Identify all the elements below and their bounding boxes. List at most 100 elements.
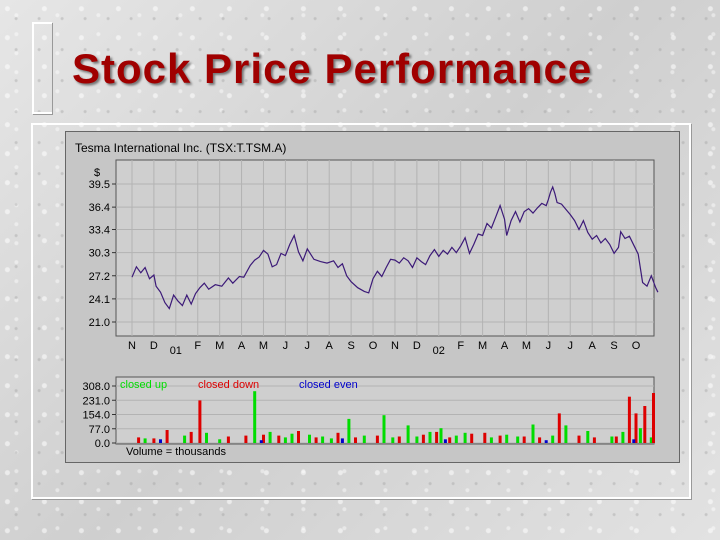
price-xtick-label: 01	[170, 345, 182, 357]
volume-ytick-label: 154.0	[82, 410, 110, 422]
volume-bar	[470, 433, 474, 443]
volume-bar	[336, 432, 340, 443]
volume-bar	[244, 435, 248, 443]
price-xtick-label: N	[391, 340, 399, 352]
price-xtick-label: 02	[433, 345, 445, 357]
volume-bar	[586, 431, 590, 443]
price-xtick-label: N	[128, 340, 136, 352]
volume-bar	[649, 437, 653, 443]
volume-bar	[415, 436, 419, 443]
chart-frame	[31, 123, 691, 499]
volume-bar	[391, 437, 395, 443]
price-xtick-label: M	[259, 340, 268, 352]
price-xtick-label: O	[369, 340, 378, 352]
chart-panel: Tesma International Inc. (TSX:T.TSM.A) $…	[65, 131, 680, 463]
volume-bar	[375, 435, 379, 443]
volume-bar	[397, 436, 401, 443]
volume-bar	[189, 431, 193, 443]
volume-bar	[448, 437, 452, 443]
volume-ytick-label: 0.0	[95, 438, 110, 450]
price-xtick-label: A	[501, 340, 509, 352]
volume-bar	[544, 440, 548, 443]
legend-closed-down: closed down	[198, 379, 259, 391]
volume-bar	[557, 413, 561, 443]
price-xtick-label: F	[457, 340, 464, 352]
volume-bar	[268, 431, 272, 443]
volume-bar	[643, 406, 647, 443]
legend-closed-even: closed even	[299, 379, 358, 391]
volume-bars	[137, 391, 655, 443]
price-xtick-label: M	[215, 340, 224, 352]
volume-bar	[638, 428, 642, 443]
price-xtick-label: J	[546, 340, 552, 352]
volume-bar	[382, 415, 386, 443]
volume-bar	[362, 435, 366, 443]
volume-bar	[321, 436, 325, 443]
price-x-axis: N D 01 F M A M J J A S O N D 02 F M A M J J A S O	[128, 340, 641, 357]
volume-bar	[314, 437, 318, 443]
volume-bar	[143, 438, 147, 443]
price-y-axis: 39.5 36.4 33.4 30.3 27.2 24.1 21.0	[89, 179, 116, 329]
volume-bar	[498, 435, 502, 443]
volume-bar	[198, 400, 202, 443]
price-ytick-label: 39.5	[89, 179, 110, 191]
volume-bar	[621, 431, 625, 443]
volume-bar	[329, 438, 333, 443]
volume-bar	[564, 425, 568, 443]
price-grid	[116, 160, 654, 336]
volume-bar	[463, 432, 467, 443]
volume-bar	[183, 435, 187, 443]
title-bracket	[32, 22, 52, 114]
price-xtick-label: D	[150, 340, 158, 352]
volume-bar	[551, 435, 555, 443]
volume-bar	[165, 430, 169, 443]
price-xtick-label: M	[522, 340, 531, 352]
volume-bar	[354, 437, 357, 443]
volume-bar	[435, 431, 439, 443]
volume-bar	[262, 434, 265, 443]
volume-bar	[406, 425, 410, 443]
volume-bar	[443, 439, 447, 443]
volume-ytick-label: 231.0	[82, 395, 110, 407]
volume-bar	[531, 424, 535, 443]
price-xtick-label: S	[610, 340, 617, 352]
volume-bar	[137, 437, 141, 443]
price-ytick-label: 27.2	[89, 271, 110, 283]
volume-y-axis: 308.0 231.0 154.0 77.0 0.0	[82, 381, 116, 450]
volume-bar	[159, 439, 162, 443]
price-chart-ylabel: $	[94, 167, 100, 179]
volume-bar	[505, 434, 509, 443]
volume-bar	[439, 428, 443, 443]
price-xtick-label: F	[194, 340, 201, 352]
legend-closed-up: closed up	[120, 379, 167, 391]
volume-bar	[297, 431, 300, 443]
price-xtick-label: A	[326, 340, 334, 352]
volume-bar	[454, 435, 458, 443]
price-chart-title: Tesma International Inc. (TSX:T.TSM.A)	[75, 141, 286, 155]
volume-bar	[614, 436, 618, 443]
volume-bar	[538, 437, 542, 443]
volume-bar	[632, 439, 636, 443]
volume-bar	[253, 391, 257, 443]
price-xtick-label: J	[568, 340, 574, 352]
price-xtick-label: A	[238, 340, 246, 352]
price-xtick-label: A	[589, 340, 597, 352]
volume-bar	[627, 396, 631, 443]
volume-bar	[218, 439, 222, 443]
volume-bar	[428, 431, 432, 443]
price-ytick-label: 36.4	[89, 202, 110, 214]
volume-bar	[577, 435, 581, 443]
price-ytick-label: 21.0	[89, 317, 110, 329]
price-ytick-label: 33.4	[89, 225, 110, 237]
price-plot-area	[115, 159, 655, 337]
volume-bar	[421, 434, 425, 443]
volume-bar	[634, 413, 638, 443]
volume-chart-xlabel: Volume = thousands	[126, 446, 226, 458]
price-ytick-label: 30.3	[89, 248, 110, 260]
volume-bar	[340, 438, 344, 443]
price-xtick-label: M	[478, 340, 487, 352]
volume-bar	[259, 440, 263, 443]
volume-ytick-label: 77.0	[89, 424, 110, 436]
volume-bar	[516, 436, 520, 443]
price-xtick-label: O	[632, 340, 641, 352]
